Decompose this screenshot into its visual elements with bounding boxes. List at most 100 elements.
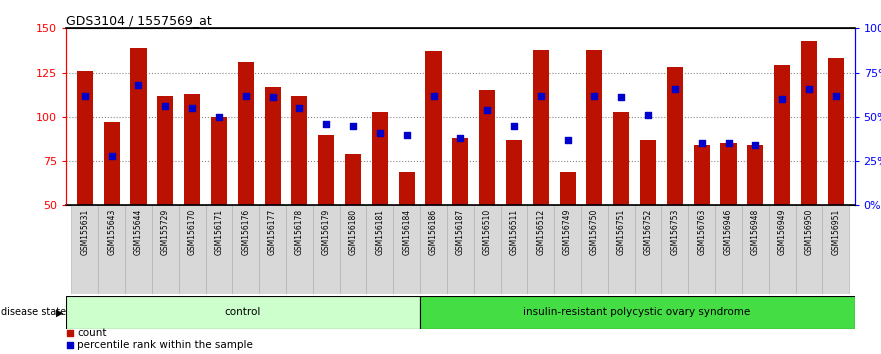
FancyBboxPatch shape xyxy=(769,205,796,294)
Text: GSM156176: GSM156176 xyxy=(241,209,250,255)
Bar xyxy=(292,96,307,205)
Point xyxy=(239,93,253,98)
Text: GSM156511: GSM156511 xyxy=(509,209,518,255)
Point xyxy=(292,105,307,111)
Point xyxy=(373,130,387,136)
FancyBboxPatch shape xyxy=(71,205,99,294)
FancyBboxPatch shape xyxy=(233,205,259,294)
Text: GSM156951: GSM156951 xyxy=(832,209,840,255)
Bar xyxy=(693,145,710,205)
Text: insulin-resistant polycystic ovary syndrome: insulin-resistant polycystic ovary syndr… xyxy=(523,307,751,318)
Bar xyxy=(184,94,200,205)
FancyBboxPatch shape xyxy=(447,205,474,294)
Bar xyxy=(398,172,415,205)
FancyBboxPatch shape xyxy=(581,205,608,294)
Text: GSM155729: GSM155729 xyxy=(161,209,170,255)
FancyBboxPatch shape xyxy=(66,296,419,329)
Bar xyxy=(506,140,522,205)
Point xyxy=(480,107,494,113)
Text: GDS3104 / 1557569_at: GDS3104 / 1557569_at xyxy=(66,14,211,27)
FancyBboxPatch shape xyxy=(715,205,742,294)
Bar xyxy=(345,154,361,205)
FancyBboxPatch shape xyxy=(152,205,179,294)
Text: GSM156763: GSM156763 xyxy=(697,209,707,255)
Text: count: count xyxy=(78,328,107,338)
FancyBboxPatch shape xyxy=(822,205,849,294)
Point xyxy=(265,95,279,100)
Text: GSM156749: GSM156749 xyxy=(563,209,572,255)
Text: GSM156510: GSM156510 xyxy=(483,209,492,255)
Point xyxy=(614,95,628,100)
Text: GSM156171: GSM156171 xyxy=(214,209,224,255)
Text: GSM156178: GSM156178 xyxy=(295,209,304,255)
FancyBboxPatch shape xyxy=(420,205,447,294)
Point xyxy=(694,141,708,146)
Bar xyxy=(613,112,629,205)
FancyBboxPatch shape xyxy=(179,205,205,294)
Bar xyxy=(372,112,388,205)
Point xyxy=(775,96,789,102)
Text: GSM156946: GSM156946 xyxy=(724,209,733,255)
FancyBboxPatch shape xyxy=(662,205,688,294)
Text: GSM156753: GSM156753 xyxy=(670,209,679,255)
Bar xyxy=(318,135,334,205)
Bar xyxy=(774,65,790,205)
Text: GSM156186: GSM156186 xyxy=(429,209,438,255)
FancyBboxPatch shape xyxy=(259,205,286,294)
FancyBboxPatch shape xyxy=(286,205,313,294)
Point xyxy=(507,123,521,129)
Text: ▶: ▶ xyxy=(56,307,63,318)
Point xyxy=(346,123,360,129)
Text: GSM156948: GSM156948 xyxy=(751,209,759,255)
Bar xyxy=(587,50,603,205)
Point xyxy=(311,284,325,290)
Bar xyxy=(211,117,227,205)
Point xyxy=(426,93,440,98)
FancyBboxPatch shape xyxy=(99,205,125,294)
FancyBboxPatch shape xyxy=(125,205,152,294)
FancyBboxPatch shape xyxy=(366,205,393,294)
Point xyxy=(400,132,414,137)
Point xyxy=(668,86,682,91)
Bar xyxy=(104,122,120,205)
Text: GSM156950: GSM156950 xyxy=(804,209,813,255)
Point xyxy=(534,93,548,98)
FancyBboxPatch shape xyxy=(500,205,528,294)
Text: disease state: disease state xyxy=(1,307,66,318)
FancyBboxPatch shape xyxy=(340,205,366,294)
Text: GSM156181: GSM156181 xyxy=(375,209,384,255)
FancyBboxPatch shape xyxy=(528,205,554,294)
FancyBboxPatch shape xyxy=(634,205,662,294)
Point xyxy=(588,93,602,98)
Bar xyxy=(426,51,441,205)
Text: GSM156180: GSM156180 xyxy=(349,209,358,255)
Bar xyxy=(640,140,656,205)
Point xyxy=(641,112,655,118)
Bar xyxy=(721,143,737,205)
FancyBboxPatch shape xyxy=(393,205,420,294)
Point xyxy=(748,142,762,148)
Text: control: control xyxy=(225,307,261,318)
Text: GSM156187: GSM156187 xyxy=(455,209,465,255)
Text: GSM156949: GSM156949 xyxy=(778,209,787,255)
FancyBboxPatch shape xyxy=(419,296,855,329)
Bar xyxy=(452,138,469,205)
FancyBboxPatch shape xyxy=(474,205,500,294)
Bar xyxy=(828,58,844,205)
Bar xyxy=(130,48,146,205)
Text: GSM155644: GSM155644 xyxy=(134,209,143,255)
FancyBboxPatch shape xyxy=(608,205,634,294)
Text: GSM156170: GSM156170 xyxy=(188,209,196,255)
Text: GSM156184: GSM156184 xyxy=(403,209,411,255)
Text: GSM156750: GSM156750 xyxy=(590,209,599,255)
Bar xyxy=(533,50,549,205)
Bar xyxy=(479,90,495,205)
Point xyxy=(829,93,843,98)
Point xyxy=(131,82,145,88)
Bar xyxy=(801,41,817,205)
Point xyxy=(311,179,325,185)
Bar xyxy=(264,87,281,205)
Text: GSM155631: GSM155631 xyxy=(80,209,89,255)
Point xyxy=(212,114,226,120)
Point xyxy=(105,153,119,159)
